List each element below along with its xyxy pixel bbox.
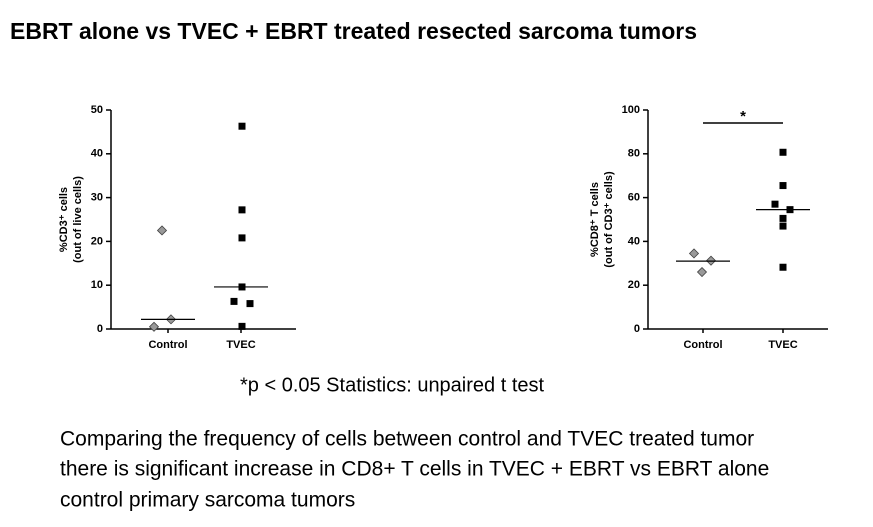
- y-axis-label: (out of live cells): [72, 176, 84, 263]
- data-point: [688, 248, 700, 259]
- y-tick-label: 50: [91, 104, 103, 116]
- body-line: Comparing the frequency of cells between…: [60, 428, 754, 451]
- x-tick-label: TVEC: [226, 339, 255, 351]
- data-point: [238, 234, 246, 242]
- data-point: [779, 148, 787, 156]
- body-line: control primary sarcoma tumors: [60, 489, 355, 512]
- y-tick-label: 100: [622, 104, 640, 116]
- y-tick-label: 60: [628, 192, 640, 204]
- data-point: [779, 263, 787, 271]
- data-point: [238, 206, 246, 214]
- y-tick-label: 0: [634, 323, 640, 335]
- data-point: [779, 214, 787, 222]
- x-tick-label: TVEC: [768, 339, 797, 351]
- y-tick-label: 0: [97, 323, 103, 335]
- data-point: [156, 225, 168, 236]
- data-point: [779, 222, 787, 230]
- data-point: [148, 321, 160, 332]
- y-axis-label: %CD3⁺ cells: [58, 187, 70, 252]
- y-tick-label: 40: [91, 148, 103, 160]
- y-tick-label: 10: [91, 279, 103, 291]
- x-tick-label: Control: [683, 339, 722, 351]
- y-axis-label: (out of CD3⁺ cells): [603, 171, 615, 268]
- data-point: [779, 182, 787, 190]
- y-tick-label: 40: [628, 235, 640, 247]
- x-tick-label: Control: [148, 339, 187, 351]
- significance-label: *: [740, 108, 746, 125]
- data-point: [246, 300, 254, 308]
- y-tick-label: 20: [91, 235, 103, 247]
- y-axis-label: %CD8⁺ T cells: [589, 182, 601, 257]
- y-tick-label: 80: [628, 148, 640, 160]
- slide-title: EBRT alone vs TVEC + EBRT treated resect…: [10, 18, 697, 44]
- y-tick-label: 20: [628, 279, 640, 291]
- data-point: [696, 266, 708, 278]
- y-tick-label: 30: [91, 192, 103, 204]
- body-line: there is significant increase in CD8+ T …: [60, 458, 769, 481]
- data-point: [238, 122, 246, 130]
- footnote: *p < 0.05 Statistics: unpaired t test: [240, 374, 545, 396]
- data-point: [238, 322, 246, 330]
- data-point: [771, 200, 779, 208]
- data-point: [230, 297, 238, 305]
